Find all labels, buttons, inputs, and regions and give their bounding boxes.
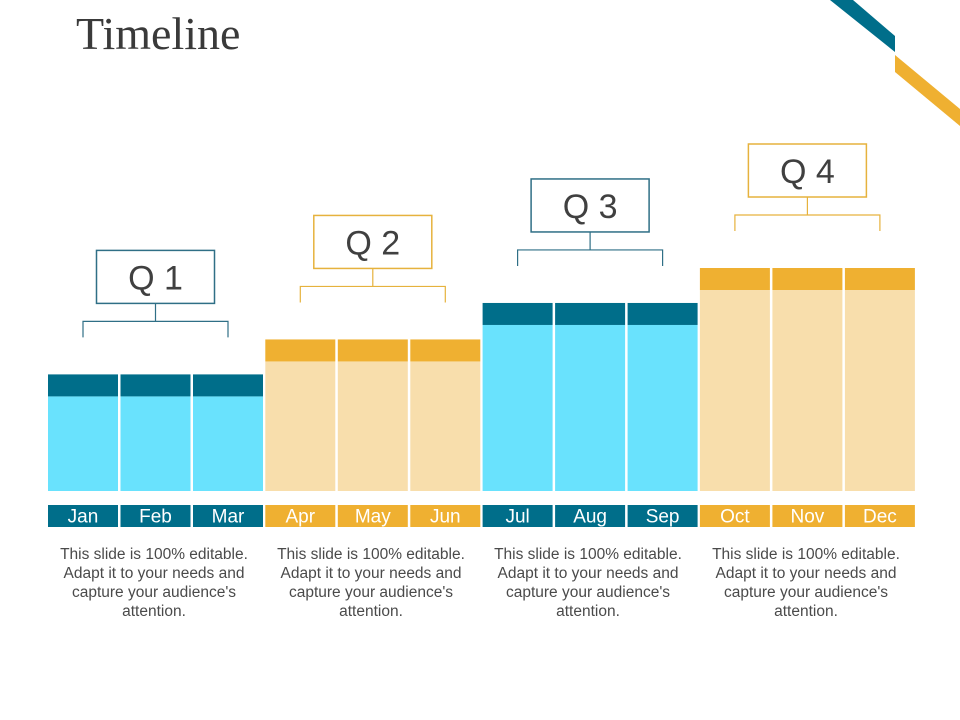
month-label-oct: Oct (720, 507, 750, 528)
month-label-jun: Jun (430, 507, 461, 528)
month-tab-sep (627, 505, 698, 527)
month-label-apr: Apr (286, 507, 316, 528)
month-label-jan: Jan (68, 507, 99, 528)
bar-cap-jul (482, 302, 553, 325)
month-label-mar: Mar (212, 507, 245, 528)
bar-feb (120, 396, 191, 491)
q2-label: Q 2 (345, 224, 400, 262)
bar-cap-nov (772, 268, 843, 290)
month-tab-jun (410, 505, 481, 527)
month-label-sep: Sep (646, 507, 680, 528)
q4-description: This slide is 100% editable. Adapt it to… (712, 546, 900, 620)
bar-dec (844, 290, 915, 491)
corner-ribbon-orange (895, 55, 960, 126)
bar-cap-mar (193, 374, 263, 397)
month-tab-dec (844, 505, 915, 527)
month-label-aug: Aug (573, 507, 607, 528)
q3-box (530, 178, 650, 233)
q2-box (313, 214, 433, 270)
month-tab-oct (699, 505, 770, 527)
bar-oct (699, 290, 770, 491)
q3-description: This slide is 100% editable. Adapt it to… (494, 546, 682, 620)
q1-bracket (82, 303, 229, 338)
bar-cap-feb (120, 374, 191, 397)
bar-cap-aug (555, 302, 626, 325)
slide-title: Timeline (76, 8, 241, 59)
q2-description: This slide is 100% editable. Adapt it to… (277, 546, 465, 620)
bar-sep (627, 324, 698, 491)
q1-label: Q 1 (128, 259, 183, 297)
bar-jun (410, 361, 481, 491)
bar-cap-oct (699, 268, 770, 290)
bar-cap-sep (627, 302, 698, 325)
month-tab-feb (120, 505, 191, 527)
q1-description: This slide is 100% editable. Adapt it to… (60, 546, 248, 620)
bar-cap-jan (48, 374, 118, 397)
q3-label: Q 3 (563, 188, 618, 226)
q4-box (747, 143, 868, 198)
bar-jan (48, 396, 118, 491)
q4-bracket (734, 197, 881, 231)
month-label-may: May (355, 507, 391, 528)
month-tab-jul (482, 505, 553, 527)
bar-apr (265, 361, 336, 491)
month-label-nov: Nov (791, 507, 825, 528)
month-tab-nov (772, 505, 843, 527)
month-tab-aug (555, 505, 626, 527)
month-label-dec: Dec (863, 507, 897, 528)
month-label-jul: Jul (505, 507, 529, 528)
month-tab-may (337, 505, 408, 527)
q1-box (95, 249, 216, 305)
month-tab-mar (193, 505, 263, 527)
month-label-feb: Feb (139, 507, 172, 528)
bar-jul (482, 324, 553, 491)
bar-cap-may (337, 339, 408, 362)
bar-nov (772, 290, 843, 491)
bar-cap-apr (265, 339, 336, 362)
bar-cap-dec (844, 268, 915, 290)
q4-label: Q 4 (780, 153, 835, 191)
corner-ribbon-teal (830, 0, 895, 52)
month-tab-jan (48, 505, 118, 527)
bar-cap-jun (410, 339, 481, 362)
month-tab-apr (265, 505, 336, 527)
bar-mar (193, 396, 263, 491)
q2-bracket (299, 268, 446, 303)
q3-bracket (517, 231, 664, 266)
bar-aug (555, 324, 626, 491)
bar-may (337, 361, 408, 491)
